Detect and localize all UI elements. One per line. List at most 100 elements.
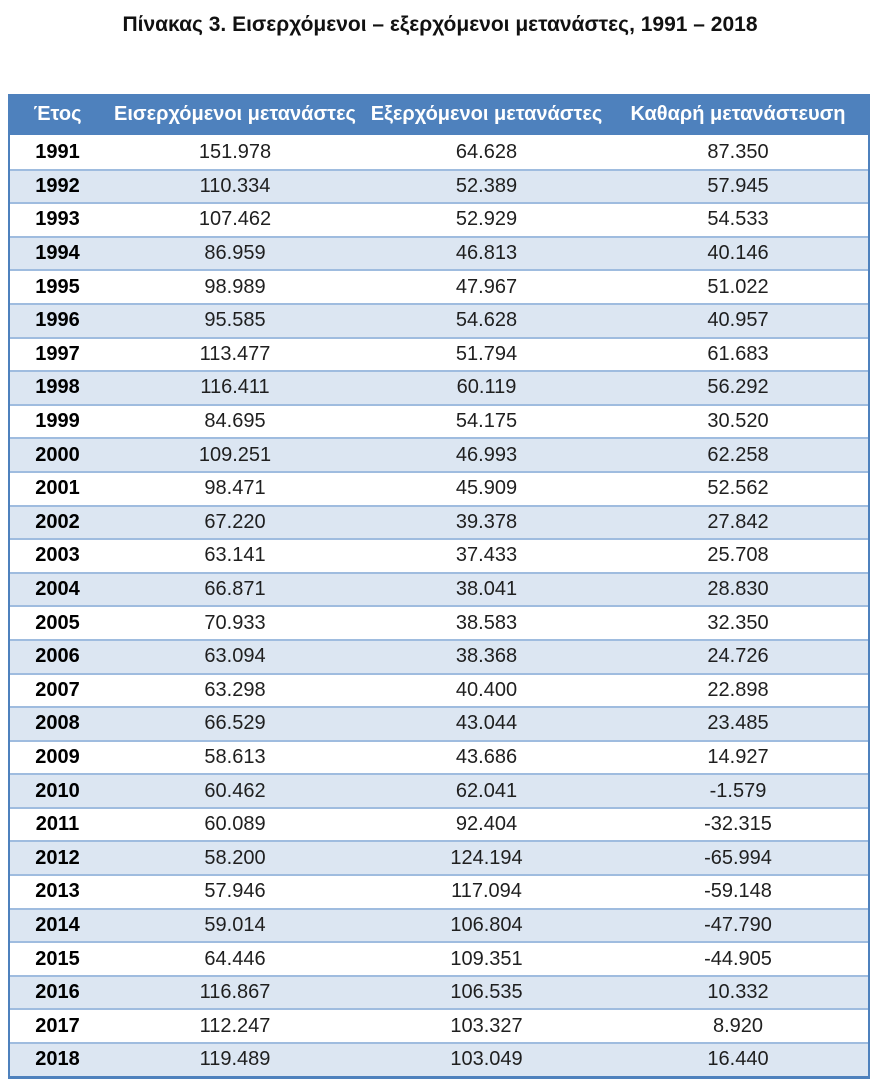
incoming-cell: 84.695 — [204, 410, 266, 433]
net-cell: 27.842 — [707, 510, 769, 533]
net-cell: 8.920 — [712, 1014, 764, 1037]
net-cell: 24.726 — [707, 645, 769, 668]
outgoing-cell: 51.794 — [455, 342, 518, 365]
net-cell: 25.708 — [707, 544, 769, 567]
table-row: 1997 113.477 51.794 61.683 — [10, 336, 868, 371]
table-title: Πίνακας 3. Εισερχόμενοι – εξερχόμενοι με… — [122, 13, 758, 36]
year-cell: 2011 — [35, 813, 80, 836]
net-cell: 52.562 — [707, 477, 769, 500]
table-row: 2005 70.933 38.583 32.350 — [10, 605, 868, 639]
outgoing-cell: 45.909 — [455, 477, 518, 500]
incoming-cell: 60.089 — [204, 813, 266, 836]
year-cell: 1991 — [35, 141, 80, 164]
outgoing-cell: 39.378 — [455, 510, 518, 533]
net-cell: 10.332 — [707, 981, 769, 1004]
table-row: 1999 84.695 54.175 30.520 — [10, 403, 868, 438]
table-row: 2017 112.247 103.327 8.920 — [10, 1008, 868, 1043]
net-cell: -44.905 — [704, 947, 772, 970]
outgoing-cell: 38.583 — [455, 611, 518, 634]
outgoing-cell: 60.119 — [456, 376, 517, 399]
incoming-cell: 119.489 — [199, 1048, 271, 1071]
year-cell: 2003 — [35, 544, 80, 567]
outgoing-cell: 38.041 — [455, 578, 518, 601]
incoming-cell: 67.220 — [204, 510, 266, 533]
table-row: 1998 116.411 60.119 56.292 — [10, 370, 868, 404]
table-row: 1992 110.334 52.389 57.945 — [10, 168, 868, 203]
incoming-cell: 116.867 — [199, 981, 271, 1004]
outgoing-cell: 52.929 — [455, 208, 518, 231]
table-header-row: Έτος Εισερχόμενοι μετανάστες Εξερχόμενοι… — [10, 94, 868, 135]
net-cell: 56.292 — [707, 376, 769, 399]
table-row: 1994 86.959 46.813 40.146 — [10, 235, 868, 270]
year-cell: 2014 — [35, 913, 80, 936]
year-cell: 2002 — [35, 510, 80, 533]
net-cell: 14.927 — [707, 745, 769, 768]
table-row: 1995 98.989 47.967 51.022 — [10, 269, 868, 303]
incoming-cell: 63.141 — [204, 544, 266, 567]
table-row: 2001 98.471 45.909 52.562 — [10, 470, 868, 505]
net-cell: -65.994 — [704, 846, 772, 869]
net-cell: 54.533 — [707, 208, 769, 231]
table-row: 2018 119.489 103.049 16.440 — [10, 1042, 868, 1076]
incoming-cell: 63.094 — [204, 645, 266, 668]
outgoing-cell: 64.628 — [455, 141, 518, 164]
incoming-cell: 109.251 — [198, 443, 272, 466]
table-row: 1991 151.978 64.628 87.350 — [10, 135, 868, 169]
incoming-cell: 66.871 — [204, 578, 266, 601]
outgoing-cell: 43.044 — [455, 712, 518, 735]
year-cell: 2017 — [35, 1014, 80, 1037]
net-cell: -59.148 — [704, 880, 772, 903]
year-cell: 2007 — [35, 678, 80, 701]
outgoing-cell: 109.351 — [450, 947, 523, 970]
migration-table: Έτος Εισερχόμενοι μετανάστες Εξερχόμενοι… — [8, 94, 870, 1079]
net-cell: 62.258 — [707, 443, 769, 466]
net-cell: -1.579 — [709, 779, 767, 802]
outgoing-cell: 47.967 — [455, 275, 518, 298]
year-cell: 2006 — [35, 645, 80, 668]
net-cell: 32.350 — [707, 611, 769, 634]
incoming-cell: 107.462 — [198, 208, 272, 231]
incoming-cell: 112.247 — [199, 1014, 271, 1037]
net-cell: 28.830 — [707, 578, 769, 601]
incoming-cell: 116.411 — [200, 376, 270, 399]
outgoing-cell: 38.368 — [455, 645, 518, 668]
table-row: 2011 60.089 92.404 -32.315 — [10, 806, 868, 841]
net-cell: 40.957 — [707, 309, 769, 332]
incoming-cell: 98.989 — [204, 275, 266, 298]
outgoing-cell: 62.041 — [455, 779, 518, 802]
outgoing-cell: 43.686 — [455, 745, 518, 768]
incoming-cell: 70.933 — [204, 611, 266, 634]
year-cell: 1998 — [35, 376, 80, 399]
year-cell: 2013 — [35, 880, 80, 903]
outgoing-cell: 92.404 — [455, 813, 518, 836]
incoming-cell: 58.613 — [204, 745, 266, 768]
outgoing-cell: 106.804 — [450, 913, 523, 936]
net-cell: 22.898 — [707, 678, 769, 701]
table-row: 1993 107.462 52.929 54.533 — [10, 202, 868, 236]
incoming-cell: 151.978 — [198, 141, 272, 164]
incoming-cell: 110.334 — [199, 174, 271, 197]
outgoing-cell: 40.400 — [455, 678, 518, 701]
incoming-cell: 58.200 — [204, 846, 266, 869]
table-row: 2012 58.200 124.194 -65.994 — [10, 840, 868, 875]
incoming-cell: 98.471 — [204, 477, 266, 500]
outgoing-cell: 103.049 — [450, 1048, 523, 1071]
net-cell: 61.683 — [707, 342, 769, 365]
table-row: 2006 63.094 38.368 24.726 — [10, 638, 868, 673]
incoming-cell: 66.529 — [204, 712, 266, 735]
table-row: 2013 57.946 117.094 -59.148 — [10, 874, 868, 908]
table-row: 2004 66.871 38.041 28.830 — [10, 571, 868, 606]
year-cell: 1997 — [35, 342, 80, 365]
incoming-cell: 95.585 — [204, 309, 266, 332]
year-cell: 2018 — [35, 1048, 80, 1071]
year-cell: 2016 — [35, 981, 80, 1004]
outgoing-cell: 103.327 — [450, 1014, 523, 1037]
table-row: 2008 66.529 43.044 23.485 — [10, 706, 868, 740]
year-cell: 2008 — [35, 712, 80, 735]
net-cell: 87.350 — [707, 141, 769, 164]
header-year: Έτος — [33, 103, 82, 125]
incoming-cell: 64.446 — [204, 947, 266, 970]
table-row: 2003 63.141 37.433 25.708 — [10, 538, 868, 572]
table-row: 2009 58.613 43.686 14.927 — [10, 739, 868, 774]
